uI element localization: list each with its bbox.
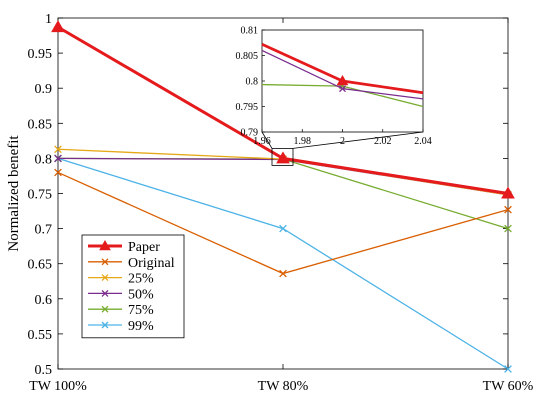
data-point xyxy=(504,224,512,233)
inset-x-tick-label: 2 xyxy=(340,136,345,147)
zoom-connector xyxy=(261,131,273,149)
legend-item: 75% xyxy=(88,303,154,318)
series-line xyxy=(57,157,509,196)
inset-x-tick-label: 1.96 xyxy=(253,136,271,147)
series-75pct xyxy=(54,154,512,233)
inset-y-tick-label: 0.79 xyxy=(241,128,259,139)
y-tick-label: 0.75 xyxy=(28,188,53,203)
legend-label: 25% xyxy=(128,272,154,287)
y-tick-label: 0.6 xyxy=(35,293,53,308)
legend-label: 75% xyxy=(128,303,154,318)
inset-y-tick-label: 0.8 xyxy=(246,77,259,88)
inset-x-tick-label: 2.04 xyxy=(414,136,432,147)
data-point xyxy=(54,168,62,177)
series-original xyxy=(54,168,512,278)
legend-label: Paper xyxy=(128,240,160,255)
data-point xyxy=(279,269,287,278)
legend-item: Original xyxy=(88,256,175,271)
inset-data-point xyxy=(339,85,346,93)
y-tick-label: 0.7 xyxy=(35,223,53,238)
zoom-box xyxy=(271,147,294,166)
inset-plot: 0.79 0.795 0.8 0.805 0.81 1.96 1.98 2 2.02 2.04 xyxy=(236,26,432,148)
legend-marker xyxy=(101,258,109,266)
x-tick-label: TW 60% xyxy=(483,379,534,394)
legend-item: 99% xyxy=(88,319,154,334)
legend-label: Original xyxy=(128,256,175,271)
legend-marker xyxy=(101,274,109,282)
main-plot-area: 0.5 0.55 0.6 0.65 0.7 0.75 0.8 0.85 0.9 0.95 1 TW 1… xyxy=(28,12,534,394)
legend-item: 50% xyxy=(88,287,154,302)
data-point xyxy=(504,205,512,214)
zoom-indicator xyxy=(261,131,424,166)
legend-box xyxy=(81,234,185,339)
inset-x-tick-label: 1.98 xyxy=(294,136,312,147)
y-tick-label: 0.95 xyxy=(28,47,53,62)
legend-item: Paper xyxy=(88,239,160,255)
y-tick-label: 0.5 xyxy=(35,363,53,378)
y-tick-label: 1 xyxy=(45,12,52,27)
inset-y-tick-label: 0.805 xyxy=(236,51,259,62)
legend-marker xyxy=(99,239,111,251)
series-paper xyxy=(51,20,515,199)
legend-marker xyxy=(101,321,109,329)
data-point xyxy=(501,186,515,199)
legend-marker xyxy=(101,305,109,313)
data-point xyxy=(54,145,62,154)
inset-y-tick-label: 0.81 xyxy=(241,26,259,37)
y-axis-label: Normalized benefit xyxy=(6,135,22,252)
y-tick-label: 0.55 xyxy=(28,328,53,343)
x-tick-label: TW 100% xyxy=(29,379,87,394)
legend-item: 25% xyxy=(88,272,154,287)
data-point xyxy=(276,151,290,164)
series-line xyxy=(57,157,509,230)
inset-series-paper xyxy=(261,43,424,95)
x-tick-label: TW 80% xyxy=(258,379,309,394)
zoom-connector xyxy=(292,131,424,149)
legend-marker xyxy=(101,289,109,297)
y-tick-label: 0.9 xyxy=(35,82,53,97)
series-layer xyxy=(51,20,515,373)
data-point xyxy=(504,365,512,373)
data-point xyxy=(51,20,65,33)
inset-series-50pct xyxy=(261,49,424,100)
y-tick-label: 0.65 xyxy=(28,258,53,273)
inset-x-tick-label: 2.02 xyxy=(374,136,392,147)
y-tick-label: 0.8 xyxy=(35,152,53,167)
y-tick-label: 0.85 xyxy=(28,117,53,132)
legend-label: 99% xyxy=(128,319,154,334)
data-point xyxy=(54,154,62,163)
inset-data-point xyxy=(336,74,349,86)
data-point xyxy=(279,224,287,233)
inset-y-tick-label: 0.795 xyxy=(236,102,259,113)
legend-label: 50% xyxy=(128,287,154,302)
